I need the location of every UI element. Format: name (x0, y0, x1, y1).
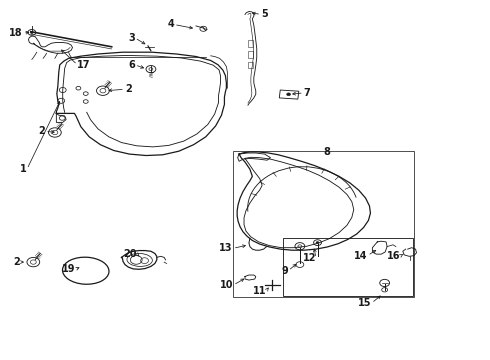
Text: 7: 7 (304, 88, 311, 98)
Text: 2: 2 (125, 84, 132, 94)
Bar (233, 151, 414, 297)
Text: 14: 14 (354, 251, 368, 261)
Text: 19: 19 (61, 264, 75, 274)
Text: 11: 11 (252, 286, 266, 296)
Text: 20: 20 (123, 249, 137, 259)
Text: 16: 16 (387, 251, 401, 261)
Text: 18: 18 (9, 28, 23, 38)
Bar (248, 62, 253, 68)
Bar (248, 40, 253, 47)
Bar (248, 51, 253, 58)
Circle shape (316, 242, 319, 244)
Text: 1: 1 (20, 164, 27, 174)
Text: 9: 9 (281, 266, 288, 276)
Text: 15: 15 (358, 298, 371, 308)
Bar (279, 90, 299, 99)
Bar (283, 238, 413, 296)
Text: 2: 2 (38, 126, 45, 136)
Text: 3: 3 (128, 33, 135, 43)
Text: 8: 8 (323, 147, 330, 157)
Circle shape (287, 93, 291, 96)
Text: 2: 2 (13, 257, 20, 267)
Text: 10: 10 (220, 280, 233, 290)
Text: 12: 12 (302, 253, 316, 264)
Text: 13: 13 (219, 243, 233, 253)
Circle shape (30, 31, 33, 33)
Text: 5: 5 (261, 9, 268, 19)
Text: 17: 17 (77, 60, 91, 70)
Text: 4: 4 (167, 19, 174, 30)
Text: 6: 6 (128, 60, 135, 70)
